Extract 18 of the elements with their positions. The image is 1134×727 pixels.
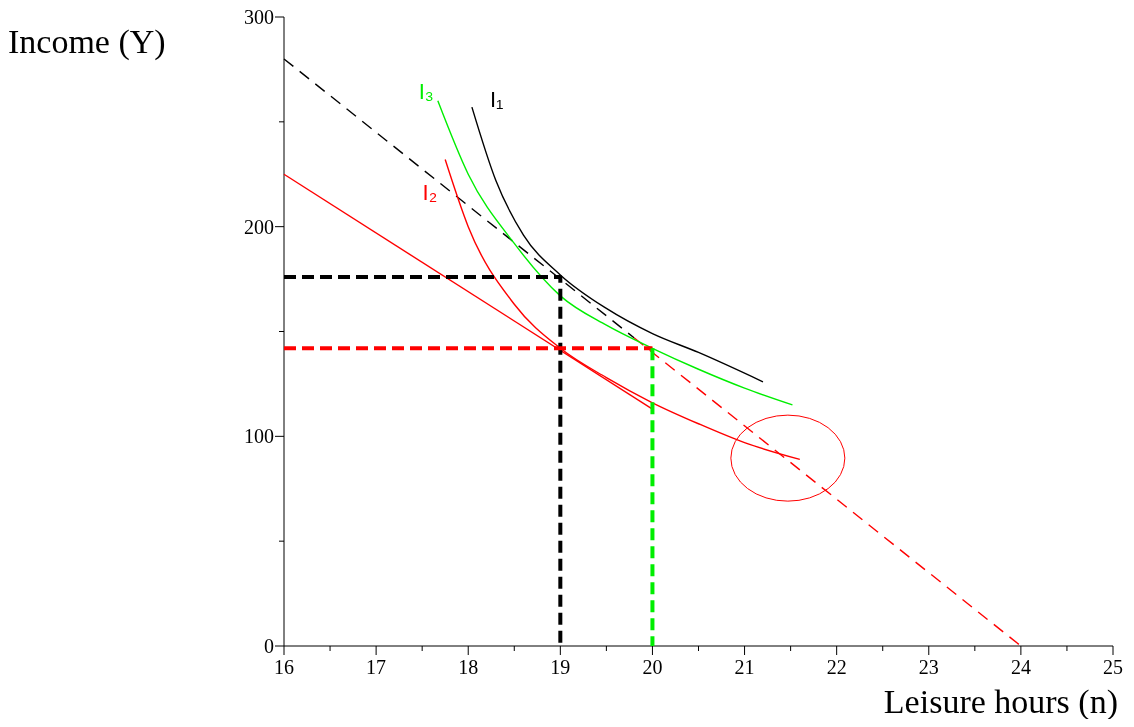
x-tick-label: 21: [734, 656, 755, 678]
series-label: I₂: [422, 179, 438, 205]
x-tick-label: 22: [826, 656, 847, 678]
x-tick-label: 19: [550, 656, 571, 678]
x-tick-label: 17: [366, 656, 387, 678]
y-tick-label: 100: [244, 425, 274, 448]
x-tick-label: 23: [918, 656, 939, 678]
y-tick-label: 0: [264, 635, 274, 657]
y-tick-label: 300: [244, 6, 274, 28]
series-label: I₁: [489, 87, 504, 113]
x-tick-label: 18: [458, 656, 479, 678]
y-axis-title: Income (Y): [8, 23, 166, 61]
x-tick-label: 16: [274, 656, 294, 678]
y-tick-label: 200: [244, 215, 274, 238]
x-tick-label: 20: [642, 656, 663, 678]
series-label: I₃: [418, 78, 434, 104]
x-tick-label: 24: [1010, 656, 1031, 678]
x-tick-label: 25: [1103, 656, 1123, 678]
